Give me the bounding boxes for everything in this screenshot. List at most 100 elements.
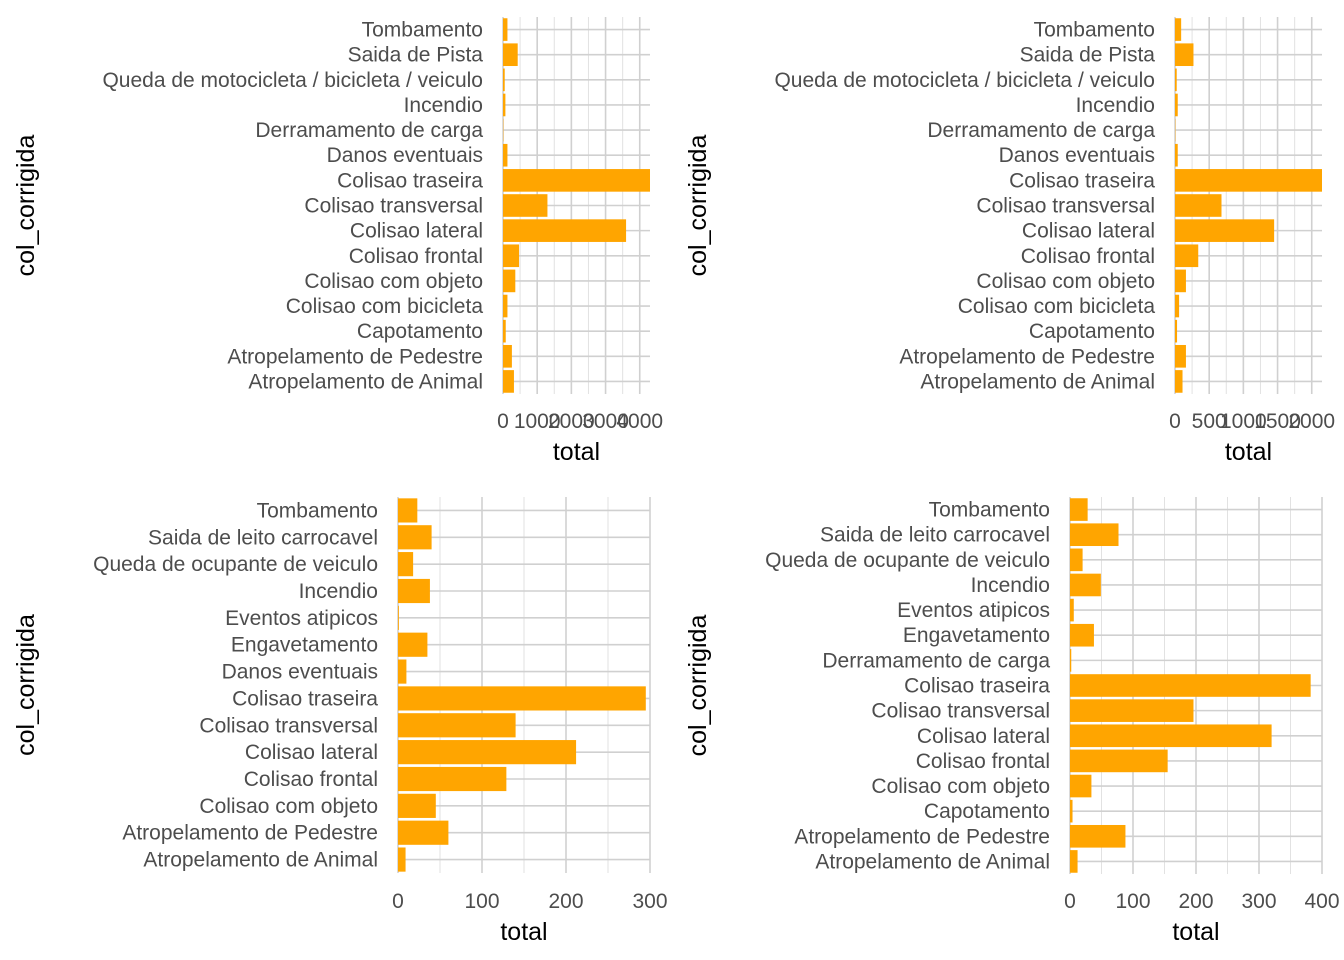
x-tick-label: 1000 bbox=[514, 410, 561, 433]
bar-colisao-frontal bbox=[503, 244, 520, 268]
y-tick-label: Tombamento bbox=[362, 19, 483, 42]
bar-engavetamento bbox=[1070, 623, 1094, 647]
y-tick-label: Tombamento bbox=[929, 499, 1050, 522]
bar-colisao-lateral bbox=[503, 219, 627, 242]
y-tick-label: Eventos atipicos bbox=[225, 607, 378, 630]
bar-tombamento bbox=[1070, 498, 1088, 521]
bars bbox=[1175, 18, 1322, 393]
y-tick-label: Colisao com objeto bbox=[304, 270, 483, 293]
y-tick-label: Engavetamento bbox=[231, 634, 378, 657]
x-tick-label: 4000 bbox=[616, 410, 663, 433]
y-tick-label: Atropelamento de Animal bbox=[248, 370, 483, 393]
x-tick-label: 0 bbox=[1169, 410, 1181, 433]
y-tick-label: Danos eventuais bbox=[999, 144, 1155, 167]
y-tick-label: Colisao traseira bbox=[337, 169, 483, 192]
y-tick-label: Eventos atipicos bbox=[897, 599, 1050, 622]
x-axis-title: total bbox=[1225, 438, 1272, 466]
y-tick-label: Saida de Pista bbox=[348, 44, 484, 67]
bar-atropelamento-de-animal bbox=[398, 847, 406, 872]
y-tick-label: Atropelamento de Animal bbox=[920, 370, 1155, 393]
x-tick-label: 2000 bbox=[1288, 410, 1335, 433]
bar-colisao-frontal bbox=[1175, 244, 1199, 268]
x-tick-label: 200 bbox=[1178, 890, 1213, 913]
y-tick-label: Tombamento bbox=[257, 499, 378, 522]
bar-tombamento bbox=[1175, 18, 1182, 41]
bar-atropelamento-de-pedestre bbox=[1070, 824, 1126, 848]
y-tick-label: Colisao transversal bbox=[199, 714, 378, 737]
bar-engavetamento bbox=[398, 632, 428, 657]
y-tick-label: Engavetamento bbox=[903, 624, 1050, 647]
y-tick-label: Colisao transversal bbox=[871, 700, 1050, 723]
bar-colisao-traseira bbox=[398, 686, 646, 711]
bar-colisao-traseira bbox=[1175, 169, 1322, 192]
bar-colisao-com-objeto bbox=[1175, 269, 1186, 293]
bar-tombamento bbox=[503, 18, 508, 41]
y-tick-label: Derramamento de carga bbox=[822, 649, 1050, 672]
bar-atropelamento-de-animal bbox=[1070, 850, 1078, 873]
bar-colisao-frontal bbox=[1070, 749, 1168, 773]
bar-incendio bbox=[398, 578, 430, 604]
bar-saida-de-pista bbox=[1175, 43, 1194, 67]
x-tick-label: 400 bbox=[1304, 890, 1339, 913]
bar-incendio bbox=[1175, 93, 1178, 117]
y-tick-label: Atropelamento de Pedestre bbox=[794, 825, 1050, 848]
bar-colisao-lateral bbox=[398, 740, 577, 765]
bar-capotamento bbox=[503, 319, 506, 343]
y-tick-label: Incendio bbox=[1076, 94, 1155, 117]
y-axis-title: col_corrigida bbox=[12, 614, 40, 756]
bar-atropelamento-de-animal bbox=[1175, 370, 1183, 393]
y-tick-label: Saida de leito carrocavel bbox=[820, 524, 1050, 547]
bar-capotamento bbox=[1070, 799, 1073, 823]
y-tick-label: Colisao com objeto bbox=[976, 270, 1155, 293]
y-tick-label: Colisao transversal bbox=[976, 195, 1155, 218]
bar-queda-de-ocupante-de-veiculo bbox=[398, 552, 414, 577]
y-tick-label: Colisao com bicicleta bbox=[958, 295, 1156, 318]
x-tick-label: 100 bbox=[464, 890, 499, 913]
y-tick-label: Colisao traseira bbox=[1009, 169, 1155, 192]
y-tick-label: Derramamento de carga bbox=[255, 119, 483, 142]
bar-incendio bbox=[503, 93, 506, 117]
y-tick-label: Colisao lateral bbox=[350, 220, 483, 243]
bar-eventos-atipicos bbox=[1070, 598, 1074, 622]
x-tick-label: 200 bbox=[548, 890, 583, 913]
x-tick-label: 0 bbox=[1064, 890, 1076, 913]
bar-colisao-com-objeto bbox=[398, 793, 436, 818]
y-tick-label: Queda de motocicleta / bicicleta / veicu… bbox=[774, 69, 1155, 92]
x-tick-labels: 0 100 200 300 400 bbox=[1064, 890, 1339, 913]
y-tick-label: Colisao frontal bbox=[349, 245, 483, 268]
y-tick-label: Capotamento bbox=[1029, 320, 1155, 343]
y-tick-label: Colisao transversal bbox=[304, 195, 483, 218]
x-axis-title: total bbox=[1172, 918, 1219, 946]
y-tick-label: Colisao lateral bbox=[1022, 220, 1155, 243]
bar-atropelamento-de-animal bbox=[503, 370, 514, 393]
y-tick-label: Atropelamento de Pedestre bbox=[227, 345, 483, 368]
x-axis-title: total bbox=[500, 918, 547, 946]
x-tick-label: 0 bbox=[392, 890, 404, 913]
y-tick-label: Incendio bbox=[404, 94, 483, 117]
y-tick-label: Atropelamento de Pedestre bbox=[122, 822, 378, 845]
y-tick-label: Queda de ocupante de veiculo bbox=[765, 549, 1050, 572]
bar-queda-de-ocupante-de-veiculo bbox=[1070, 548, 1083, 572]
bar-colisao-frontal bbox=[398, 766, 507, 792]
y-tick-label: Colisao traseira bbox=[232, 687, 378, 710]
y-axis-title: col_corrigida bbox=[684, 615, 712, 757]
y-tick-label: Colisao com objeto bbox=[871, 775, 1050, 798]
bar-incendio bbox=[1070, 573, 1101, 597]
y-tick-label: Capotamento bbox=[924, 800, 1050, 823]
bar-tombamento bbox=[398, 498, 418, 523]
y-tick-label: Colisao com objeto bbox=[199, 795, 378, 818]
x-tick-label: 1500 bbox=[1254, 410, 1301, 433]
y-tick-label: Colisao lateral bbox=[245, 741, 378, 764]
y-tick-label: Colisao frontal bbox=[1021, 245, 1155, 268]
y-tick-label: Saida de Pista bbox=[1020, 44, 1156, 67]
bar-colisao-lateral bbox=[1070, 724, 1272, 748]
x-tick-label: 100 bbox=[1115, 890, 1150, 913]
